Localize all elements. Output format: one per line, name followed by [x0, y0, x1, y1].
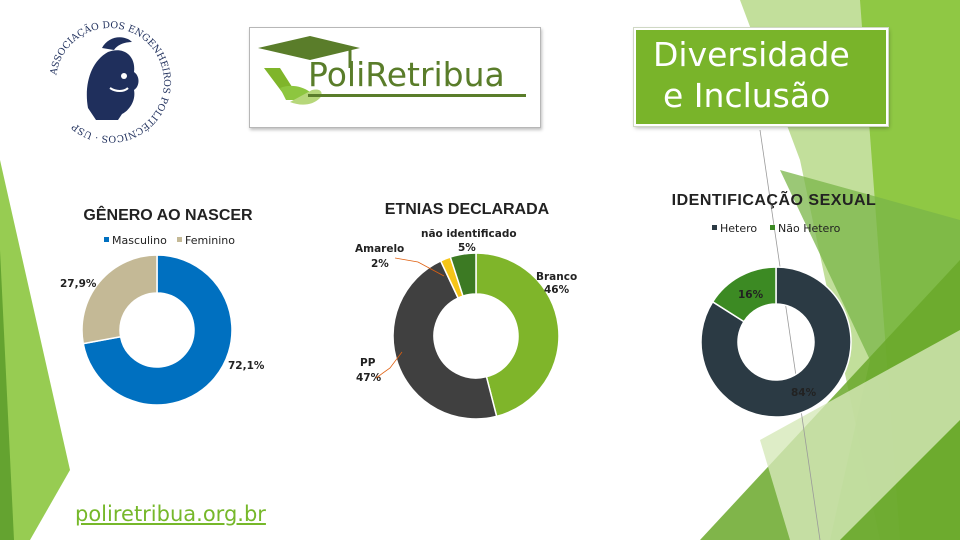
left-green-shape-dark — [0, 250, 14, 540]
brand-logo-graphic: PoliRetribua — [258, 36, 526, 105]
slide-title-box: Diversidade e Inclusão — [633, 27, 889, 127]
data-label-category: não identificado — [421, 228, 517, 240]
leader-line — [375, 351, 403, 379]
left-green-shape — [0, 160, 70, 540]
data-label: 72,1% — [228, 360, 265, 372]
donut-slice-hetero — [700, 266, 852, 418]
poliretribua-logo: PoliRetribua — [249, 27, 541, 128]
donut-slice-feminino — [81, 254, 158, 345]
chart-genero: GÊNERO AO NASCER Masculino Feminino 72,1… — [60, 205, 265, 406]
chart-etnias: ETNIAS DECLARADA Branco 46% PP 47% Amare… — [355, 201, 577, 420]
donut-slice-n-o-identificado — [449, 252, 477, 298]
slide-title-line2: e Inclusão — [663, 76, 831, 115]
decor-line — [759, 129, 821, 540]
athena-head-icon — [86, 37, 139, 120]
donut-slices — [700, 266, 852, 418]
legend-swatch — [177, 237, 182, 242]
data-label: 5% — [458, 242, 476, 254]
brand-underline — [308, 94, 526, 97]
brand-name: PoliRetribua — [308, 55, 505, 94]
donut-slice-branco — [475, 252, 560, 418]
chart-title: ETNIAS DECLARADA — [385, 201, 550, 218]
data-label-category: PP — [360, 357, 376, 369]
legend-label: Não Hetero — [778, 222, 841, 235]
chart-identificacao: IDENTIFICAÇÃO SEXUAL Hetero Não Hetero 8… — [672, 189, 877, 418]
donut-slices — [392, 252, 560, 420]
right-green-shape-pale — [760, 330, 960, 540]
chart-title: IDENTIFICAÇÃO SEXUAL — [672, 189, 877, 209]
data-label: 47% — [356, 372, 382, 384]
leader-line — [394, 257, 445, 277]
legend-swatch — [712, 225, 717, 230]
data-label: 16% — [738, 289, 764, 301]
website-link[interactable]: poliretribua.org.br — [75, 502, 266, 526]
data-label-category: Branco — [536, 271, 577, 283]
legend-label: Feminino — [185, 234, 235, 247]
donut-slice-masculino — [82, 254, 233, 406]
donut-slices — [81, 254, 233, 406]
data-label: 84% — [791, 387, 817, 399]
data-label: 46% — [544, 284, 570, 296]
donut-slice-n-o-hetero — [711, 266, 777, 323]
legend-label: Hetero — [720, 222, 757, 235]
graduation-cap-icon — [258, 36, 360, 60]
data-label-category: Amarelo — [355, 243, 404, 255]
data-label: 2% — [371, 258, 389, 270]
data-label: 27,9% — [60, 278, 97, 290]
legend-swatch — [104, 237, 109, 242]
chart-title: GÊNERO AO NASCER — [83, 205, 253, 224]
legend-label: Masculino — [112, 234, 167, 247]
legend-swatch — [770, 225, 775, 230]
association-seal-logo: ASSOCIAÇÃO DOS ENGENHEIROS POLITÉCNICOS … — [46, 18, 174, 146]
donut-slice-pp — [392, 259, 498, 420]
slide-title-line1: Diversidade — [653, 35, 850, 74]
